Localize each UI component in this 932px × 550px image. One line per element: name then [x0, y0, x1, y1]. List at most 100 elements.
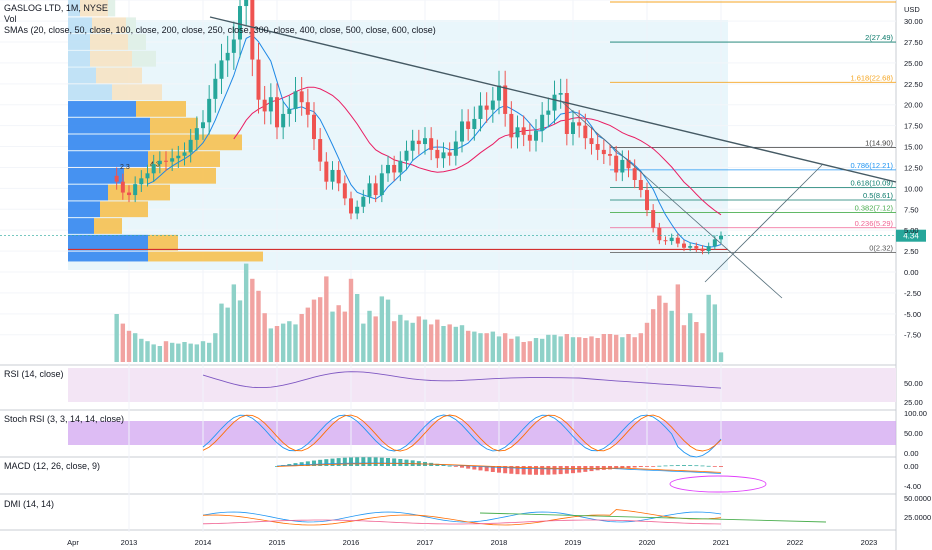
volume-bar	[669, 310, 674, 362]
candle-body	[712, 239, 717, 247]
price-axis-label: 17.50	[904, 122, 923, 131]
indicator-axis-label: 25.00	[904, 398, 923, 407]
volume-bar	[601, 334, 607, 362]
candle-body	[645, 190, 649, 211]
volume-bar	[151, 344, 156, 362]
macd-histogram-bar	[312, 460, 316, 466]
macd-histogram-bar	[299, 462, 304, 466]
macd-histogram-bar	[638, 466, 643, 467]
volume-bar	[169, 342, 175, 362]
volume-bar	[657, 295, 662, 362]
candle-body	[447, 152, 452, 156]
macd-line	[276, 462, 722, 474]
candle-body	[188, 139, 193, 153]
volume-bar	[287, 321, 292, 362]
price-axis-label: 22.50	[904, 80, 923, 89]
macd-histogram-bar	[620, 466, 625, 469]
volume-bar	[213, 333, 218, 362]
indicators	[202, 371, 827, 526]
candle-body	[250, 0, 255, 60]
candle-body	[682, 243, 686, 248]
volume-bar	[404, 320, 409, 362]
profile-extra-bar	[126, 17, 136, 34]
volume-bar	[570, 337, 576, 362]
profile-up-bar	[68, 201, 100, 218]
candles[interactable]	[114, 0, 723, 255]
profile-down-bar	[90, 34, 128, 50]
macd-histogram-bar	[447, 465, 452, 467]
candle-body	[244, 0, 249, 7]
volume-bar	[552, 334, 557, 362]
volume-bar	[262, 313, 267, 362]
macd-histogram-bar	[719, 466, 723, 467]
fib-level-label: 1.618(22.68)	[850, 73, 893, 82]
candle-body	[515, 127, 520, 138]
volume-bar	[472, 331, 477, 362]
dmi-legend: DMI (14, 14)	[4, 499, 55, 509]
rsi-legend: RSI (14, close)	[4, 369, 64, 379]
volume-bar	[527, 341, 533, 362]
volume-bar	[687, 313, 693, 362]
profile-up-bar	[68, 167, 124, 184]
candle-body	[176, 155, 181, 159]
candle-body	[312, 114, 316, 140]
volume-bar	[243, 263, 249, 362]
volume-bar	[348, 278, 354, 362]
profile-down-bar	[96, 67, 142, 84]
volume-bar	[250, 278, 255, 362]
volume-bar	[305, 307, 311, 362]
sma-legend: SMAs (20, close, 50, close, 100, close, …	[4, 25, 436, 35]
candle-body	[275, 97, 279, 128]
volume-bar	[342, 311, 348, 362]
candle-body	[170, 158, 175, 162]
channel-line	[559, 99, 783, 299]
candle-body	[342, 183, 347, 199]
macd-histogram-bar	[460, 466, 464, 468]
time-axis-label: 2016	[343, 538, 360, 547]
volume-bar	[120, 323, 126, 362]
candle-body	[133, 184, 138, 196]
volume-bar	[200, 341, 206, 362]
volume-bar	[268, 328, 274, 362]
macd-histogram-bar	[546, 466, 551, 475]
candle-body	[225, 52, 230, 61]
candle-body	[398, 160, 403, 173]
time-axis-label: 2014	[195, 538, 212, 547]
volume-bar	[583, 338, 588, 362]
profile-extra-bar	[132, 50, 156, 67]
volume-bar	[379, 296, 385, 362]
macd-histogram-bar	[700, 465, 705, 467]
profile-up-bar	[68, 101, 136, 117]
candle-body	[521, 127, 526, 135]
volume-bar	[533, 338, 539, 362]
chart-title: GASLOG LTD, 1M, NYSE	[4, 3, 108, 13]
stoch-rsi-legend: Stoch RSI (3, 3, 14, 14, close)	[4, 414, 125, 424]
volume-bar	[459, 325, 465, 362]
volume-bar	[441, 326, 446, 362]
macd-histogram-bar	[675, 465, 680, 466]
volume-bar	[330, 311, 335, 362]
volume-bar	[225, 307, 230, 362]
candle-body	[490, 100, 495, 110]
price-axis-label: 5.00	[904, 226, 919, 235]
macd-histogram-bar	[361, 457, 366, 466]
fib-level-label: 0.5(8.61)	[863, 191, 894, 200]
candle-body	[632, 168, 637, 180]
volume-bar	[354, 294, 360, 362]
profile-up-bar	[68, 134, 150, 151]
macd-histogram-bar	[509, 466, 514, 474]
candle-body	[435, 149, 440, 159]
drawings: 4.34	[0, 16, 926, 299]
candle-body	[336, 169, 341, 184]
candle-body	[318, 139, 323, 162]
macd-histogram-bar	[534, 466, 538, 475]
candle-body	[638, 180, 643, 191]
volume-bar	[256, 290, 261, 362]
volume-bar	[694, 322, 699, 362]
rsi-band	[68, 368, 896, 402]
profile-down-bar	[136, 101, 186, 117]
volume-bar	[311, 299, 317, 362]
macd-histogram-bar	[373, 457, 378, 466]
volume-bar	[515, 336, 520, 362]
